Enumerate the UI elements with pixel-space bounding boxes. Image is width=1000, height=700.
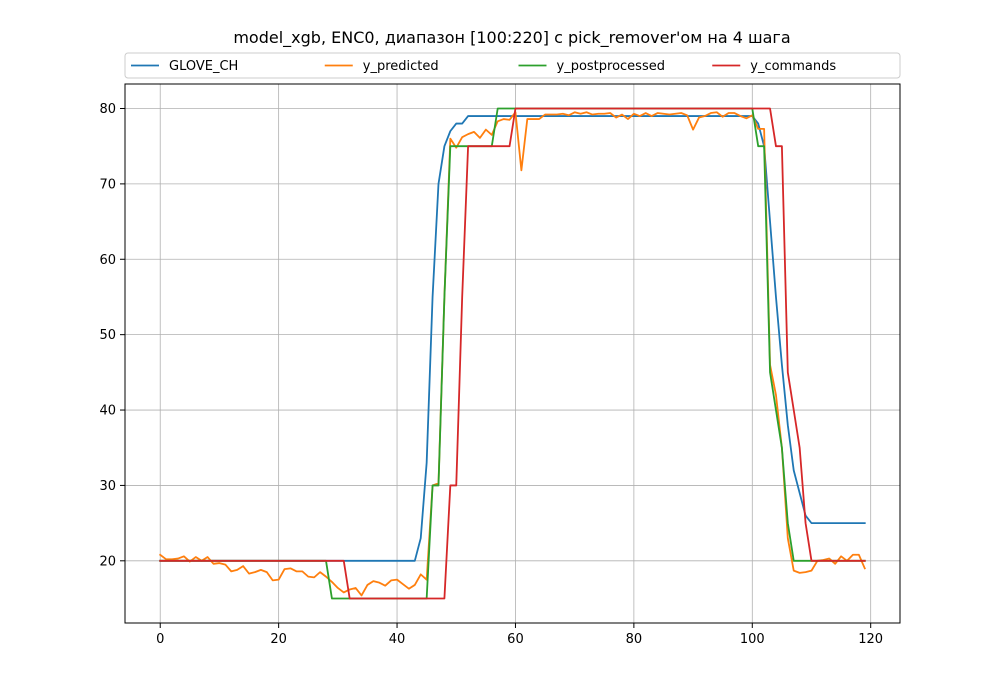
y-tick-label: 60 [99, 253, 116, 268]
x-tick-label: 120 [858, 632, 883, 647]
series-line-y-commands [159, 107, 866, 600]
x-axis: 0 20 40 60 80 100 120 [156, 623, 883, 647]
legend-label-y-commands: y_commands [750, 59, 836, 74]
y-tick-label: 70 [99, 177, 116, 192]
legend-box [124, 52, 901, 79]
series-line-y-predicted [158, 111, 866, 597]
x-tick-label: 60 [507, 632, 524, 647]
plot-frame [124, 83, 901, 624]
y-tick-label: 30 [99, 479, 116, 494]
legend-label-glove-ch: GLOVE_CH [169, 59, 238, 74]
y-tick-label: 20 [99, 554, 116, 569]
x-tick-label: 100 [740, 632, 765, 647]
x-tick-label: 20 [270, 632, 287, 647]
legend: GLOVE_CH y_predicted y_postprocessed y_comm… [124, 52, 901, 79]
chart-title: model_xgb, ENC0, диапазон [100:220] с pi… [233, 28, 790, 48]
legend-label-y-postprocessed: y_postprocessed [557, 59, 665, 74]
y-tick-label: 80 [99, 102, 116, 117]
series-layer [158, 107, 866, 600]
legend-label-y-predicted: y_predicted [363, 59, 439, 74]
y-tick-label: 50 [99, 328, 116, 343]
y-axis: 20 30 40 50 60 70 80 [99, 102, 125, 569]
x-tick-label: 80 [626, 632, 643, 647]
x-tick-label: 0 [156, 632, 164, 647]
x-tick-label: 40 [389, 632, 406, 647]
y-tick-label: 40 [99, 404, 116, 419]
